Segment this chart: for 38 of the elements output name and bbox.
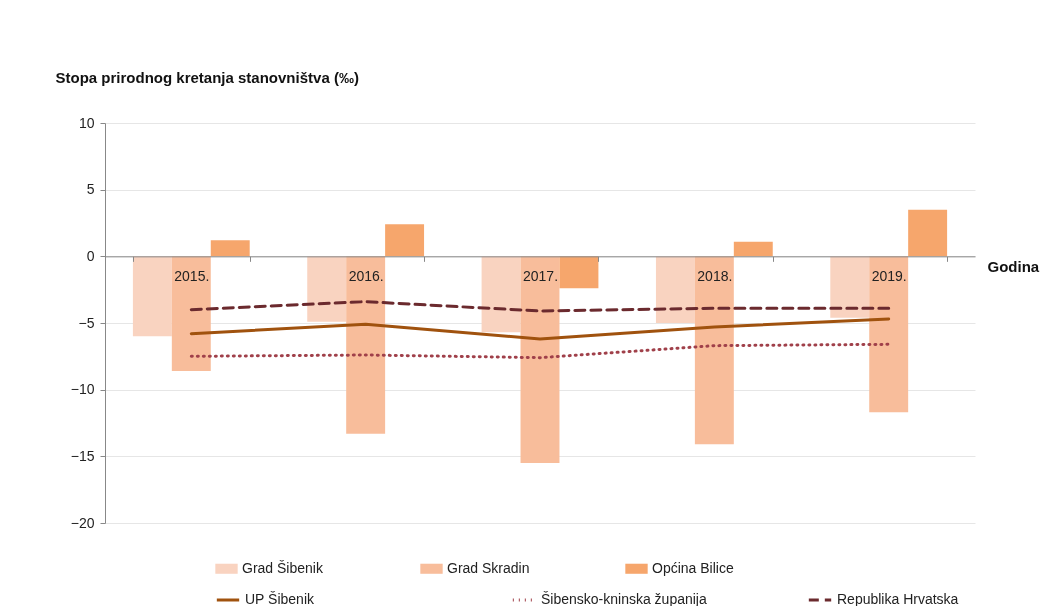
y-tick-label: −20 [70,514,95,531]
bar [210,240,250,257]
y-tick-label: 10 [78,114,95,131]
bar [869,256,909,413]
bar [346,256,386,434]
bar [307,256,347,322]
x-tick-label: 2016. [348,267,384,284]
x-axis-title: Godina [987,257,1040,275]
bar [908,209,948,257]
legend-label: Grad Šibenik [242,559,324,576]
y-tick-label: 5 [86,181,95,198]
bar [694,256,734,445]
line-series [189,317,891,341]
line-series [189,300,891,313]
x-tick-label: 2015. [174,267,210,284]
legend-label: Republika Hrvatska [837,591,959,606]
x-tick-label: 2017. [522,267,559,284]
bar [171,256,211,371]
x-tick-label: 2018. [697,267,733,284]
legend-label: UP Šibenik [245,591,315,606]
legend-label: Grad Skradin [447,559,530,576]
legend-label: Općina Bilice [652,559,734,576]
y-tick-label: −10 [70,381,95,398]
line-series [189,342,891,360]
bar [733,241,773,257]
legend-label: Šibensko-kninska županija [541,591,707,606]
x-tick-label: 2019. [871,267,907,284]
bar [830,256,870,318]
bar [385,224,425,257]
bar [655,256,695,323]
y-tick-label: 0 [86,247,95,264]
y-axis-title: Stopa prirodnog kretanja stanovništva (‰) [55,68,359,86]
y-tick-label: −15 [70,447,95,464]
bar [132,256,172,337]
bar [520,256,560,463]
y-tick-label: −5 [78,314,95,331]
bar [559,256,599,289]
bar [481,256,521,333]
